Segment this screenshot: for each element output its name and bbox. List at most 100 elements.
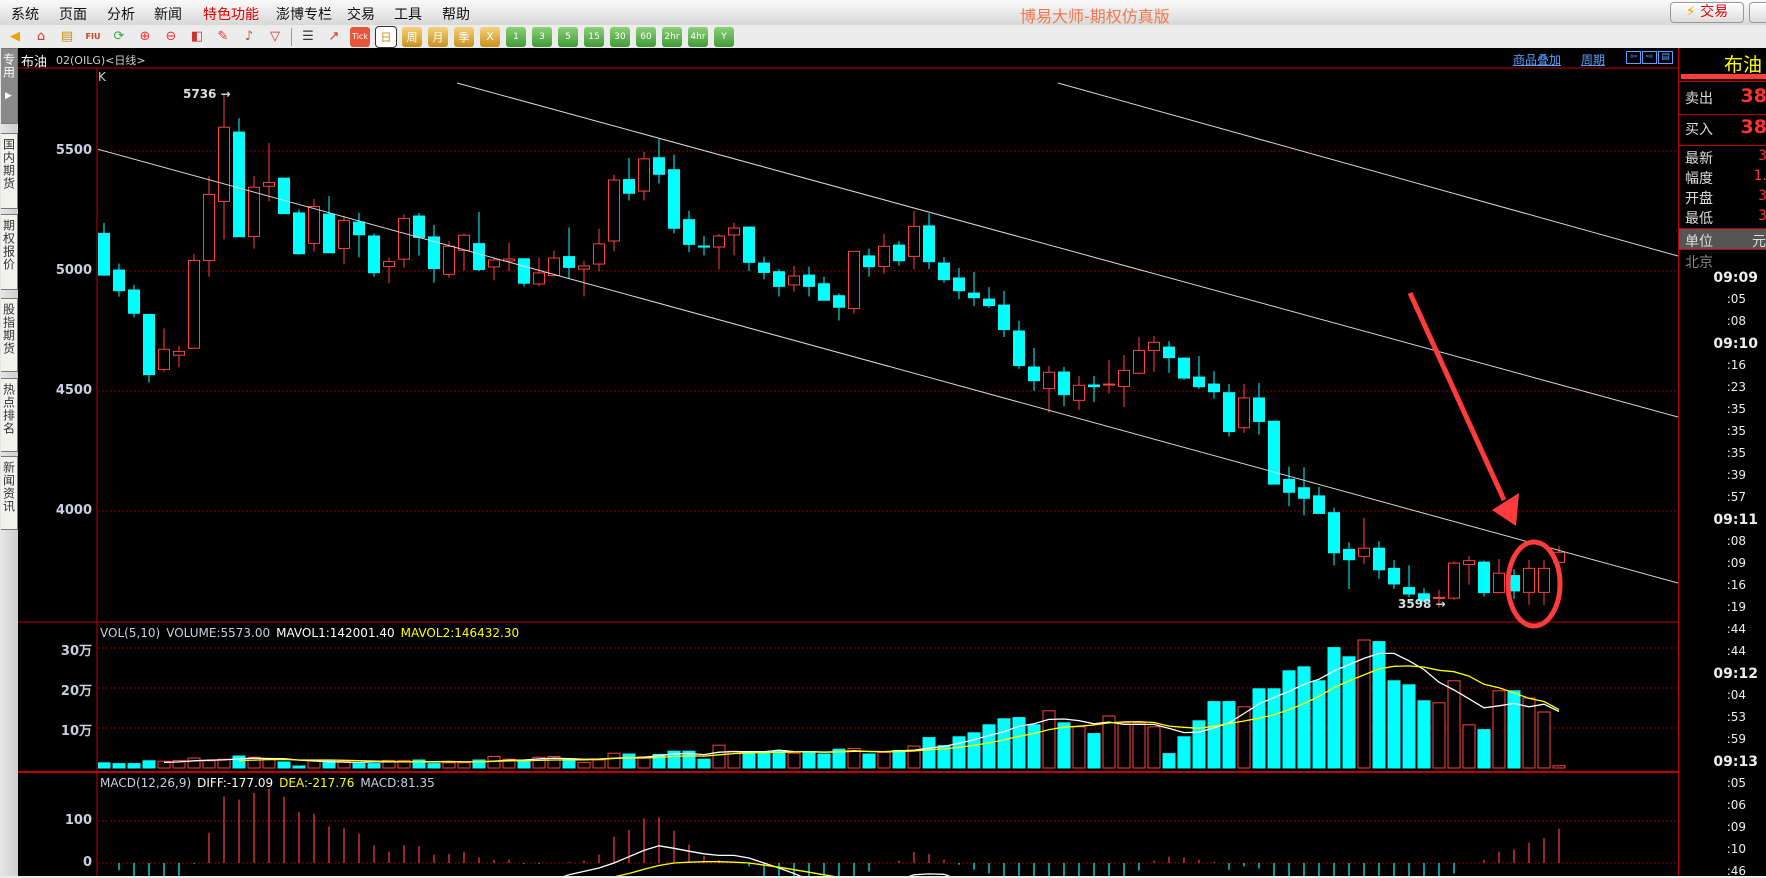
table-icon[interactable]: ☰ (302, 29, 314, 44)
candle-body (563, 256, 575, 268)
trade-button[interactable]: ⚡ 交易 (1670, 2, 1744, 23)
volume-bar (1342, 656, 1356, 769)
zoom-in-icon[interactable]: ⊕ (139, 29, 151, 44)
candle-body (398, 217, 410, 260)
trendline-upper[interactable] (1057, 82, 1678, 257)
period-30m-button[interactable]: 30 (610, 26, 630, 47)
period-x-button[interactable]: X (480, 26, 500, 47)
candle-body (608, 179, 620, 242)
period-week-button[interactable]: 周 (402, 26, 422, 47)
annotation-circle (1505, 539, 1563, 629)
candle-body (1253, 397, 1265, 422)
period-5m-button[interactable]: 5 (558, 26, 578, 47)
tab-option-quotes[interactable]: 期权报价 (1, 214, 18, 290)
candle (833, 293, 845, 321)
tick-time: 09:11 (1713, 512, 1758, 528)
layout-icon[interactable]: ▤ (1658, 51, 1673, 64)
arrow-right-icon[interactable]: ⇨ (1642, 51, 1657, 64)
period-2hr-button[interactable]: 2hr (662, 26, 682, 47)
chart-icon[interactable]: ↗ (328, 29, 340, 44)
volume-tick: 10万 (60, 724, 92, 739)
tab-news[interactable]: 新闻资讯 (1, 456, 18, 530)
pencil-icon[interactable]: ✎ (217, 29, 229, 44)
app-title: 博易大师-期权仿真版 (1020, 7, 1170, 26)
menu-analysis[interactable]: 分析 (107, 7, 135, 23)
volume-bar (1432, 702, 1446, 769)
candle (398, 214, 410, 268)
candle (698, 235, 710, 256)
period-60m-button[interactable]: 60 (636, 26, 656, 47)
menu-features[interactable]: 特色功能 (203, 7, 259, 23)
home-icon[interactable]: ⌂ (36, 29, 46, 44)
menu-trade[interactable]: 交易 (347, 7, 375, 23)
chart-area[interactable] (18, 48, 1678, 876)
period-year-button[interactable]: Y (714, 26, 734, 47)
menu-system[interactable]: 系统 (11, 7, 39, 23)
volume-tick: 30万 (60, 644, 92, 659)
lightning-icon: ⚡ (1685, 4, 1696, 20)
candle-body (428, 236, 440, 270)
tab-index-futures[interactable]: 股指期货 (1, 298, 18, 372)
menu-tools[interactable]: 工具 (394, 7, 422, 23)
dea-line (615, 861, 836, 876)
period-day-button[interactable]: 日 (375, 25, 397, 48)
period-4hr-button[interactable]: 4hr (688, 26, 708, 47)
period-month-button[interactable]: 月 (428, 26, 448, 47)
candle (848, 250, 860, 314)
low-value: 3598 (1398, 597, 1432, 611)
trendline-middle[interactable] (456, 82, 1678, 418)
candle (953, 267, 965, 300)
document-icon[interactable]: ▤ (60, 29, 74, 44)
menu-help[interactable]: 帮助 (442, 7, 470, 23)
chart-header: 布油 02(OILG)<日线> 商品叠加 周期 ⇦ ⇨ ▤ (18, 48, 1678, 70)
expand-arrow-icon: ▶ (5, 91, 13, 101)
tab-domestic-futures[interactable]: 国内期货 (1, 133, 18, 209)
refresh-icon[interactable]: ⟳ (113, 29, 125, 44)
candle (548, 250, 560, 277)
candle (1283, 466, 1295, 507)
volume-bar (1117, 722, 1131, 769)
zoom-out-icon[interactable]: ⊖ (165, 29, 177, 44)
funnel-icon[interactable]: ▽ (270, 29, 280, 44)
tab-special[interactable]: 专用 ▶ (1, 48, 18, 124)
candle-body (293, 212, 305, 255)
fiu-icon[interactable]: FIU (85, 32, 101, 41)
candle-body (1043, 371, 1055, 390)
volume-bar (1357, 639, 1371, 769)
settings-button[interactable] (1749, 2, 1766, 23)
candle (668, 154, 680, 234)
candle-body (1328, 512, 1340, 554)
kline-chart[interactable] (0, 0, 1678, 876)
volume-bar (742, 751, 756, 769)
period-3m-button[interactable]: 3 (532, 26, 552, 47)
period-1m-button[interactable]: 1 (506, 26, 526, 47)
bell-icon[interactable]: ♪ (244, 29, 254, 44)
overlay-link[interactable]: 商品叠加 (1513, 53, 1562, 67)
menu-column[interactable]: 澎博专栏 (276, 7, 332, 23)
volume-bar (1282, 670, 1296, 769)
volume-bar (547, 755, 561, 769)
arrow-left-icon[interactable]: ⇦ (1626, 51, 1641, 64)
volume-bar (1132, 722, 1146, 769)
candle (923, 213, 935, 270)
volume-bar (442, 762, 456, 769)
candle (1418, 588, 1430, 603)
volume-bar (1537, 711, 1551, 769)
period-quarter-button[interactable]: 季 (454, 26, 474, 47)
trendline-lower[interactable] (97, 148, 1678, 584)
candle (578, 260, 590, 297)
menu-news[interactable]: 新闻 (154, 7, 182, 23)
layers-icon[interactable]: ◧ (190, 29, 204, 44)
tab-hot-ranking[interactable]: 热点排名 (1, 378, 18, 452)
candle (1403, 565, 1415, 598)
tick-button[interactable]: Tick (350, 26, 370, 47)
period-link[interactable]: 周期 (1581, 53, 1606, 67)
menu-page[interactable]: 页面 (59, 7, 87, 23)
volume-legend: VOL(5,10) VOLUME:5573.00 MAVOL1:142001.40 M… (100, 626, 525, 640)
volume-bar (247, 756, 261, 769)
sell-value: 38 (1740, 85, 1766, 107)
volume-bar (1057, 722, 1071, 769)
back-arrow-icon[interactable]: ◀ (10, 29, 20, 44)
period-15m-button[interactable]: 15 (584, 26, 604, 47)
candle (308, 199, 320, 252)
